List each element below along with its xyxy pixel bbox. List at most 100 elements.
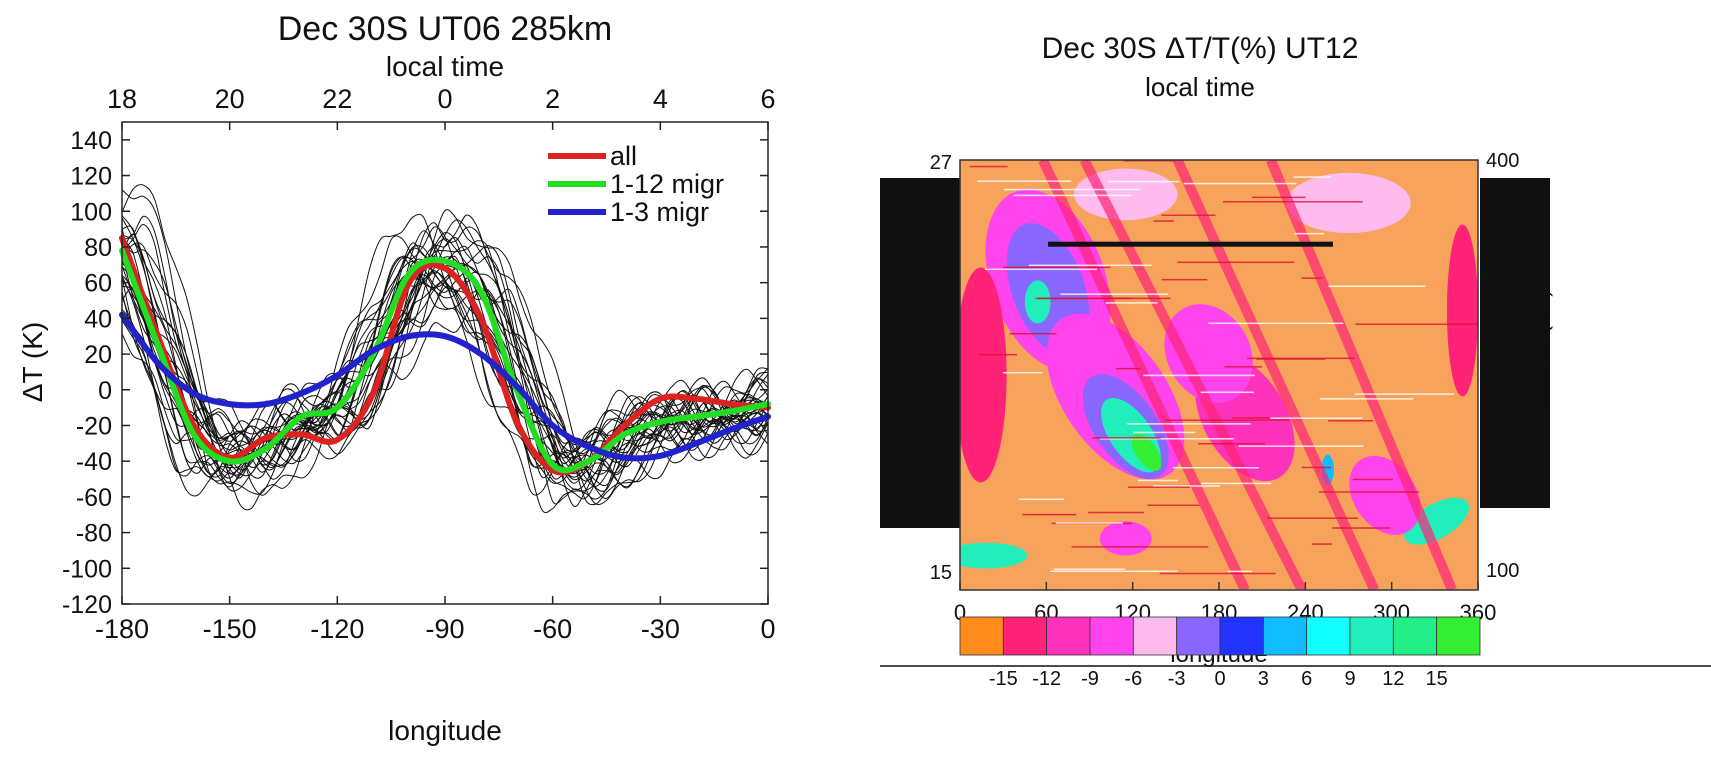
y-tick-label: 25 bbox=[930, 220, 952, 242]
y-tick-label: 80 bbox=[84, 234, 112, 262]
heatmap-artifact bbox=[1328, 285, 1426, 288]
heatmap-artifact bbox=[1002, 266, 1111, 269]
heatmap-artifact bbox=[1123, 160, 1176, 162]
heatmap-field bbox=[960, 160, 1478, 590]
ensemble-line bbox=[121, 217, 769, 500]
heatmap-artifact bbox=[1159, 572, 1276, 575]
colorbar-label: -3 bbox=[1168, 668, 1186, 690]
y-tick-label: -40 bbox=[76, 448, 112, 476]
top-tick-label: 22 bbox=[322, 84, 352, 114]
heatmap-artifact bbox=[1004, 188, 1140, 191]
line-chart-y-ticks: -120 -100 -80 -60 -40 -20 0 20 40 60 80 100 120 140 bbox=[62, 127, 768, 619]
colorbar-swatch bbox=[959, 616, 1004, 656]
heatmap-artifact bbox=[1105, 302, 1158, 304]
heatmap-left-dark-band bbox=[880, 178, 970, 528]
line-chart-x-label: longitude bbox=[388, 715, 502, 746]
heatmap-artifact bbox=[1153, 220, 1174, 222]
heatmap-artifact bbox=[1152, 485, 1220, 487]
heatmap-artifact bbox=[1165, 419, 1290, 421]
heatmap-right-ticks: 100 120 150 200 300 400 bbox=[1486, 150, 1519, 582]
line-chart-y-label: ΔT (K) bbox=[17, 322, 48, 402]
legend-label: all bbox=[610, 141, 637, 171]
x-tick-label: -90 bbox=[425, 614, 464, 644]
colorbar-label: -12 bbox=[1032, 668, 1061, 690]
heatmap-artifact bbox=[1328, 420, 1374, 422]
y-tick-label: 19 bbox=[930, 425, 952, 447]
y-tick-label: 140 bbox=[70, 127, 112, 155]
y-tick-label: 0 bbox=[98, 377, 112, 405]
heatmap-artifact bbox=[1238, 445, 1364, 447]
y-tick-label: -120 bbox=[62, 591, 112, 619]
heatmap-artifact bbox=[1354, 393, 1455, 395]
colorbar-label: 15 bbox=[1426, 668, 1448, 690]
heatmap-artifact bbox=[1147, 504, 1200, 507]
heatmap-artifact bbox=[1200, 391, 1254, 394]
colorbar-swatch bbox=[1349, 616, 1394, 656]
ensemble-line bbox=[121, 256, 769, 482]
y-tick-label: 100 bbox=[70, 198, 112, 226]
heatmap-artifact bbox=[1352, 478, 1393, 481]
heatmap-region bbox=[1446, 224, 1478, 397]
y-tick-label: 40 bbox=[84, 305, 112, 333]
heatmap-artifact bbox=[1183, 182, 1297, 185]
colorbar-label: 3 bbox=[1258, 668, 1269, 690]
heatmap-colorbar: -15 -12 -9 -6 -3 0 3 6 9 12 15 bbox=[959, 616, 1481, 690]
heatmap-region bbox=[960, 542, 1028, 569]
y-tick-label: 17 bbox=[930, 494, 952, 516]
right-tick-label: 300 bbox=[1486, 232, 1519, 254]
colorbar-swatch bbox=[1392, 616, 1438, 656]
top-tick-label: 20 bbox=[215, 84, 245, 114]
line-chart-x-ticks: -180 -150 -120 -90 -60 -30 0 bbox=[95, 122, 776, 644]
heatmap-artifact bbox=[1161, 278, 1208, 281]
series-line-all bbox=[119, 235, 771, 476]
colorbar-swatch bbox=[1002, 616, 1048, 656]
heatmap-artifact bbox=[1318, 491, 1420, 493]
right-tick-label: 150 bbox=[1486, 396, 1519, 418]
heatmap-artifact bbox=[1127, 423, 1251, 425]
heatmap-artifact bbox=[1107, 180, 1180, 183]
colorbar-label: -6 bbox=[1124, 668, 1142, 690]
x-tick-label: -60 bbox=[533, 614, 572, 644]
heatmap-artifact bbox=[1270, 417, 1363, 419]
heatmap-artifact bbox=[1133, 431, 1196, 434]
heatmap-artifact bbox=[1115, 367, 1142, 370]
heatmap-artifact bbox=[1311, 543, 1333, 545]
y-tick-label: 21 bbox=[930, 357, 952, 379]
heatmap-artifact bbox=[1100, 438, 1234, 440]
right-tick-label: 100 bbox=[1486, 560, 1519, 582]
colorbar-swatch bbox=[1306, 616, 1351, 656]
ensemble-line bbox=[121, 275, 769, 478]
legend-label: 1-12 migr bbox=[610, 169, 724, 199]
line-chart-top-ticks: 18 20 22 0 2 4 6 bbox=[107, 84, 776, 114]
heatmap-artifact bbox=[978, 353, 1018, 356]
colorbar-label: 12 bbox=[1382, 668, 1404, 690]
colorbar-swatch bbox=[1132, 616, 1178, 656]
heatmap-region bbox=[1099, 521, 1152, 556]
heatmap-artifact bbox=[1161, 214, 1216, 217]
heatmap-artifact bbox=[977, 180, 1072, 182]
heatmap-artifact bbox=[1050, 570, 1178, 572]
heatmap-artifact bbox=[1002, 371, 1043, 374]
top-tick-label: 6 bbox=[760, 84, 775, 114]
heatmap-artifact bbox=[1088, 511, 1145, 514]
y-tick-label: 20 bbox=[84, 341, 112, 369]
heatmap-artifact bbox=[1208, 322, 1344, 325]
heatmap-top-axis-label: local time bbox=[1145, 72, 1255, 102]
series-line-1-3-migr bbox=[119, 311, 771, 462]
heatmap-artifact bbox=[1301, 277, 1323, 279]
ensemble-line bbox=[121, 213, 769, 497]
heatmap-artifact bbox=[1019, 498, 1064, 501]
x-tick-label: -180 bbox=[95, 614, 149, 644]
heatmap-artifact bbox=[1267, 517, 1358, 519]
heatmap-y-label: scale heights bbox=[912, 296, 937, 424]
y-tick-label: -20 bbox=[76, 412, 112, 440]
heatmap-artifact bbox=[1053, 568, 1125, 570]
heatmap-artifact bbox=[1227, 570, 1253, 573]
heatmap-artifact bbox=[1256, 358, 1326, 360]
heatmap-chart: Dec 30S ΔT/T(%) UT12 local time 0 60 120 18… bbox=[880, 32, 1711, 690]
y-tick-label: 120 bbox=[70, 163, 112, 191]
heatmap-artifact bbox=[1252, 196, 1306, 199]
heatmap-artifact bbox=[1332, 527, 1391, 529]
colorbar-label: 9 bbox=[1344, 668, 1355, 690]
heatmap-region bbox=[1164, 304, 1253, 403]
